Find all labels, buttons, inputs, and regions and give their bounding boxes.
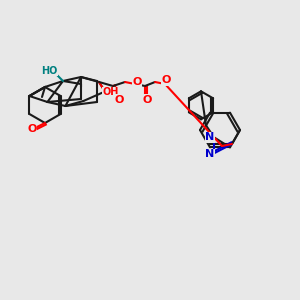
Text: O: O xyxy=(161,75,171,85)
Text: OH: OH xyxy=(103,87,119,97)
Text: N: N xyxy=(206,132,214,142)
Text: O: O xyxy=(114,95,124,105)
Text: N: N xyxy=(206,149,214,159)
Text: O: O xyxy=(132,77,142,87)
Text: O: O xyxy=(27,124,37,134)
Text: O: O xyxy=(142,95,152,105)
Text: HO: HO xyxy=(41,66,57,76)
